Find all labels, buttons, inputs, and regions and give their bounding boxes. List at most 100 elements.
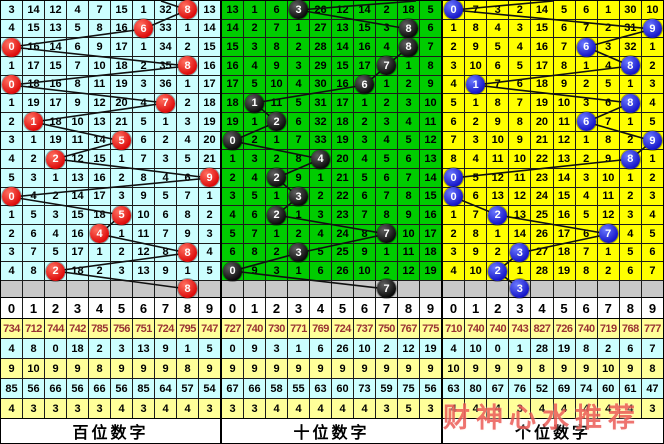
miss-count-cell: 4 — [398, 112, 419, 131]
summary-cell: 9 — [553, 359, 575, 378]
miss-count-cell: 8 — [487, 94, 509, 112]
summary-cell: 3 — [133, 399, 154, 418]
drawn-ball: 5 — [112, 131, 131, 150]
miss-count-cell: 9 — [420, 75, 441, 94]
miss-count-cell: 4 — [1, 150, 22, 168]
summary-cell: 737 — [354, 319, 375, 338]
miss-count-cell: 7 — [465, 1, 487, 19]
miss-count-cell: 8 — [288, 150, 309, 168]
miss-count-cell: 3 — [222, 187, 243, 206]
miss-count-cell: 18 — [420, 243, 441, 262]
miss-count-cell: 11 — [398, 243, 419, 262]
miss-count-cell: 17 — [332, 94, 353, 112]
drawn-ball-cell: 5 — [111, 205, 132, 225]
miss-count-cell: 1 — [619, 168, 641, 187]
miss-count-cell: 26 — [310, 1, 331, 19]
summary-cell: 1 — [177, 339, 198, 358]
miss-count-cell: 6 — [398, 150, 419, 168]
gray-cell — [111, 280, 132, 297]
digit-header-cell: 7 — [376, 298, 397, 318]
miss-count-cell: 5 — [222, 224, 243, 243]
summary-cell: 3 — [23, 399, 44, 418]
miss-count-cell: 9 — [288, 168, 309, 187]
summary-cell: 9 — [266, 359, 287, 378]
summary-cell: 28 — [531, 339, 553, 358]
miss-count-cell: 17 — [553, 224, 575, 243]
summary-cell: 57 — [177, 379, 198, 398]
drawn-ball-cell: 9 — [641, 19, 663, 38]
miss-count-cell: 3 — [45, 206, 66, 224]
miss-count-cell: 1 — [376, 75, 397, 94]
gray-cell — [332, 280, 353, 297]
miss-count-cell: 9 — [398, 206, 419, 224]
gray-cell — [155, 280, 176, 297]
predicted-ball-cell: 3 — [509, 279, 531, 299]
drawn-ball-cell: 0 — [443, 187, 465, 206]
miss-count-cell: 4 — [244, 56, 265, 75]
summary-cell: 60 — [597, 379, 619, 398]
miss-count-cell: 21 — [531, 131, 553, 150]
summary-cell: 56 — [420, 379, 441, 398]
miss-count-cell: 17 — [67, 243, 88, 262]
miss-count-cell: 1 — [133, 1, 154, 19]
miss-count-cell: 2 — [1, 112, 22, 131]
miss-count-cell: 16 — [553, 206, 575, 224]
miss-count-cell: 1 — [266, 131, 287, 150]
summary-cell: 85 — [133, 379, 154, 398]
miss-count-cell: 2 — [443, 38, 465, 56]
summary-cell: 743 — [509, 319, 531, 338]
drawn-ball-cell: 3 — [509, 243, 531, 262]
drawn-ball: 1 — [24, 112, 43, 132]
summary-cell: 719 — [597, 319, 619, 338]
miss-count-cell: 5 — [199, 262, 220, 280]
miss-count-cell: 24 — [332, 224, 353, 243]
miss-count-cell: 4 — [310, 224, 331, 243]
miss-count-cell: 3 — [244, 38, 265, 56]
hundreds-summary: 734 712 744 742 785 756 751 724 795 747 4 8 0 18 2 3 13 9… — [1, 319, 220, 418]
miss-count-cell: 4 — [288, 75, 309, 94]
miss-count-cell: 2 — [155, 131, 176, 150]
summary-cell: 0 — [487, 339, 509, 358]
drawn-ball: 8 — [178, 0, 197, 20]
miss-count-cell: 5 — [376, 150, 397, 168]
miss-count-cell: 3 — [133, 75, 154, 94]
last-draw-row: 727 740 730 771 769 724 737 750 767 775 — [222, 319, 441, 338]
digit-header-cell: 8 — [177, 298, 198, 318]
current-miss-row: 4 10 0 1 28 19 8 2 6 7 — [443, 339, 663, 358]
miss-count-cell: 5 — [509, 56, 531, 75]
miss-count-cell: 10 — [465, 56, 487, 75]
summary-cell: 9 — [509, 359, 531, 378]
miss-count-cell: 11 — [487, 150, 509, 168]
drawn-ball-cell: 8 — [177, 243, 198, 262]
summary-cell: 8 — [575, 339, 597, 358]
units-panel-title: 个位数字 — [443, 419, 663, 443]
miss-count-cell: 2 — [288, 38, 309, 56]
drawn-ball: 9 — [200, 168, 219, 188]
miss-count-cell: 11 — [133, 224, 154, 243]
summary-cell: 9 — [133, 359, 154, 378]
miss-count-cell: 5 — [619, 243, 641, 262]
summary-cell: 12 — [398, 339, 419, 358]
miss-count-cell: 8 — [465, 224, 487, 243]
drawn-ball: 0 — [444, 168, 464, 188]
summary-cell: 4 — [332, 399, 353, 418]
drawn-ball-cell: 2 — [266, 205, 287, 225]
miss-count-cell: 9 — [67, 94, 88, 112]
summary-cell: 777 — [641, 319, 663, 338]
drawn-ball-cell: 4 — [310, 149, 331, 169]
miss-count-cell: 8 — [155, 243, 176, 262]
miss-count-cell: 1 — [597, 1, 619, 19]
digit-header-cell: 0 — [1, 298, 22, 318]
miss-count-cell: 2 — [354, 112, 375, 131]
miss-count-cell: 6 — [641, 243, 663, 262]
summary-cell: 724 — [155, 319, 176, 338]
miss-count-cell: 5 — [354, 168, 375, 187]
miss-count-cell: 8 — [67, 75, 88, 94]
last-draw-row: 710 740 740 743 827 726 740 719 768 777 — [443, 319, 663, 338]
gray-cell — [45, 280, 66, 297]
miss-count-cell: 26 — [332, 262, 353, 280]
miss-count-cell: 19 — [45, 131, 66, 150]
gray-cell — [619, 280, 641, 297]
miss-count-cell: 9 — [487, 112, 509, 131]
miss-count-cell: 5 — [45, 243, 66, 262]
